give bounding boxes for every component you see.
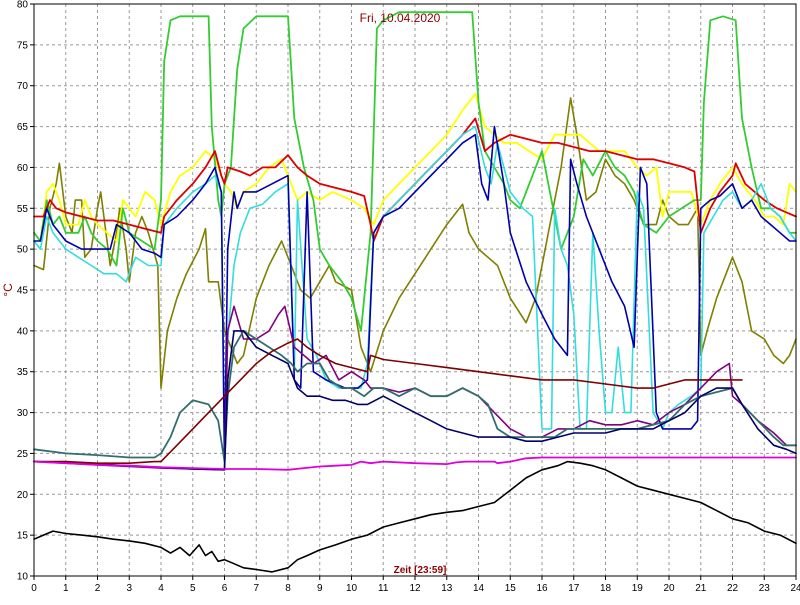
- y-tick-label: 25: [17, 449, 29, 460]
- x-tick-label: 3: [126, 583, 132, 594]
- axes: 0 1 2 3 4 5 6 7 8 9 10 11 12 13 14 15 16 17 18 19 20 21 22 23 24…: [17, 0, 800, 594]
- x-tick-label: 23: [759, 583, 771, 594]
- y-tick-label: 10: [17, 572, 29, 583]
- y-tick-label: 35: [17, 367, 29, 378]
- x-tick-label: 6: [222, 583, 228, 594]
- x-tick-label: 13: [441, 583, 453, 594]
- series-line-3: [33, 11, 797, 332]
- y-tick-label: 55: [17, 204, 29, 215]
- x-tick-label: 18: [600, 583, 612, 594]
- y-tick-label: 45: [17, 286, 29, 297]
- series-line-6: [33, 125, 797, 463]
- series-line-1: [33, 97, 797, 389]
- series-line-2: [33, 93, 797, 242]
- x-tick-label: 24: [790, 583, 800, 594]
- series-line-10: [33, 338, 743, 464]
- x-tick-label: 21: [695, 583, 707, 594]
- x-tick-label: 14: [473, 583, 485, 594]
- x-tick-label: 15: [505, 583, 517, 594]
- y-tick-label: 40: [17, 326, 29, 337]
- series-line-12: [33, 460, 797, 573]
- x-tick-label: 5: [190, 583, 196, 594]
- y-tick-label: 50: [17, 245, 29, 256]
- y-tick-label: 20: [17, 490, 29, 501]
- y-tick-label: 30: [17, 408, 29, 419]
- x-tick-label: 9: [317, 583, 323, 594]
- chart-title: Fri, 10.04.2020: [360, 11, 441, 25]
- y-axis-label: °C: [1, 283, 15, 297]
- series-line-9: [33, 330, 797, 471]
- x-tick-label: 20: [663, 583, 675, 594]
- x-tick-label: 16: [536, 583, 548, 594]
- series-group: [33, 11, 797, 573]
- x-axis-label: Zeit [23:59]: [394, 565, 447, 576]
- y-tick-label: 60: [17, 163, 29, 174]
- y-tick-label: 65: [17, 122, 29, 133]
- x-tick-label: 0: [31, 583, 37, 594]
- x-tick-label: 2: [95, 583, 101, 594]
- grid: [34, 4, 796, 576]
- y-tick-label: 75: [17, 40, 29, 51]
- x-tick-label: 11: [378, 583, 389, 594]
- x-tick-label: 19: [632, 583, 644, 594]
- x-tick-label: 7: [253, 583, 259, 594]
- x-tick-label: 10: [346, 583, 358, 594]
- x-tick-label: 12: [409, 583, 421, 594]
- x-tick-label: 1: [63, 583, 69, 594]
- series-line-11: [33, 456, 797, 471]
- y-tick-label: 15: [17, 531, 29, 542]
- x-tick-label: 8: [285, 583, 291, 594]
- x-tick-label: 4: [158, 583, 164, 594]
- x-tick-label: 22: [727, 583, 739, 594]
- y-tick-label: 80: [17, 0, 29, 11]
- y-tick-label: 70: [17, 81, 29, 92]
- x-tick-label: 17: [568, 583, 580, 594]
